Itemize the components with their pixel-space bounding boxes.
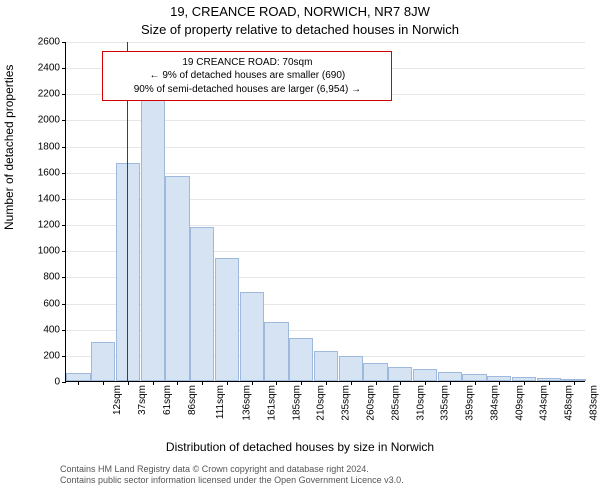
x-tick-mark [400,381,401,385]
y-tick-mark [62,94,66,95]
callout-box: 19 CREANCE ROAD: 70sqm← 9% of detached h… [102,51,392,102]
y-tick-label: 400 [43,324,60,335]
y-tick-label: 200 [43,350,60,361]
y-tick-mark [62,277,66,278]
y-tick-label: 1200 [38,220,60,231]
histogram-bar [388,367,412,381]
x-tick-label: 359sqm [465,385,476,421]
x-tick-mark [475,381,476,385]
histogram-bar [339,356,363,381]
x-tick-label: 260sqm [366,385,377,421]
callout-line: 19 CREANCE ROAD: 70sqm [109,56,385,70]
y-tick-mark [62,225,66,226]
y-tick-label: 2600 [38,37,60,48]
x-tick-label: 409sqm [514,385,525,421]
x-tick-mark [450,381,451,385]
page-title-line1: 19, CREANCE ROAD, NORWICH, NR7 8JW [0,4,600,19]
y-tick-label: 800 [43,272,60,283]
histogram-bar [289,338,313,381]
callout-line: 90% of semi-detached houses are larger (… [109,83,385,97]
y-tick-mark [62,173,66,174]
histogram-bar [190,227,214,381]
x-tick-label: 61sqm [162,385,173,415]
x-tick-mark [376,381,377,385]
y-tick-label: 2000 [38,115,60,126]
x-tick-mark [549,381,550,385]
y-tick-mark [62,356,66,357]
y-tick-label: 1800 [38,141,60,152]
histogram-bar [363,363,387,381]
y-tick-mark [62,199,66,200]
x-tick-mark [227,381,228,385]
x-tick-mark [524,381,525,385]
histogram-bar [264,322,288,381]
x-tick-mark [202,381,203,385]
x-tick-label: 111sqm [216,385,227,419]
x-tick-label: 235sqm [341,385,352,421]
histogram-bar [314,351,338,381]
x-tick-mark [103,381,104,385]
grid-line [66,42,585,43]
x-tick-label: 185sqm [291,385,302,421]
x-tick-mark [78,381,79,385]
histogram-bar [413,369,437,381]
y-axis-label: Number of detached properties [2,65,16,230]
x-tick-mark [153,381,154,385]
x-tick-mark [177,381,178,385]
footer-attribution: Contains HM Land Registry data © Crown c… [60,464,590,487]
x-tick-mark [276,381,277,385]
footer-line: Contains HM Land Registry data © Crown c… [60,464,590,475]
x-tick-label: 136sqm [242,385,253,421]
y-tick-mark [62,42,66,43]
y-tick-label: 1000 [38,246,60,257]
histogram-bar [240,292,264,381]
histogram-bar [116,163,140,381]
y-tick-label: 1600 [38,167,60,178]
y-tick-mark [62,68,66,69]
plot-area: 0200400600800100012001400160018002000220… [65,42,585,382]
y-tick-mark [62,304,66,305]
callout-line: ← 9% of detached houses are smaller (690… [109,69,385,83]
histogram-bar [438,372,462,381]
x-tick-mark [574,381,575,385]
y-tick-label: 2400 [38,63,60,74]
x-tick-label: 434sqm [539,385,550,421]
histogram-bar [165,176,189,381]
x-tick-mark [326,381,327,385]
histogram-bar [141,88,165,381]
x-tick-label: 210sqm [316,385,327,421]
x-tick-label: 86sqm [187,385,198,415]
histogram-bar [91,342,115,381]
y-tick-mark [62,330,66,331]
chart-container: 19, CREANCE ROAD, NORWICH, NR7 8JW Size … [0,0,600,500]
x-tick-mark [252,381,253,385]
page-title-line2: Size of property relative to detached ho… [0,22,600,37]
y-tick-label: 2200 [38,89,60,100]
x-tick-label: 483sqm [588,385,599,421]
x-tick-label: 285sqm [390,385,401,421]
x-tick-mark [499,381,500,385]
x-tick-mark [351,381,352,385]
x-tick-mark [301,381,302,385]
x-tick-label: 310sqm [415,385,426,421]
histogram-bar [215,258,239,381]
x-tick-mark [425,381,426,385]
footer-line: Contains public sector information licen… [60,475,590,486]
y-tick-label: 1400 [38,193,60,204]
x-tick-mark [128,381,129,385]
y-tick-label: 600 [43,298,60,309]
histogram-bar [66,373,90,381]
x-tick-label: 384sqm [489,385,500,421]
x-tick-label: 458sqm [564,385,575,421]
x-tick-label: 161sqm [267,385,278,421]
x-axis-label: Distribution of detached houses by size … [0,440,600,454]
x-tick-label: 37sqm [137,385,148,415]
y-tick-mark [62,382,66,383]
y-tick-mark [62,147,66,148]
y-tick-label: 0 [54,377,60,388]
y-tick-mark [62,251,66,252]
x-tick-label: 12sqm [112,385,123,415]
y-tick-mark [62,120,66,121]
x-tick-label: 335sqm [440,385,451,421]
